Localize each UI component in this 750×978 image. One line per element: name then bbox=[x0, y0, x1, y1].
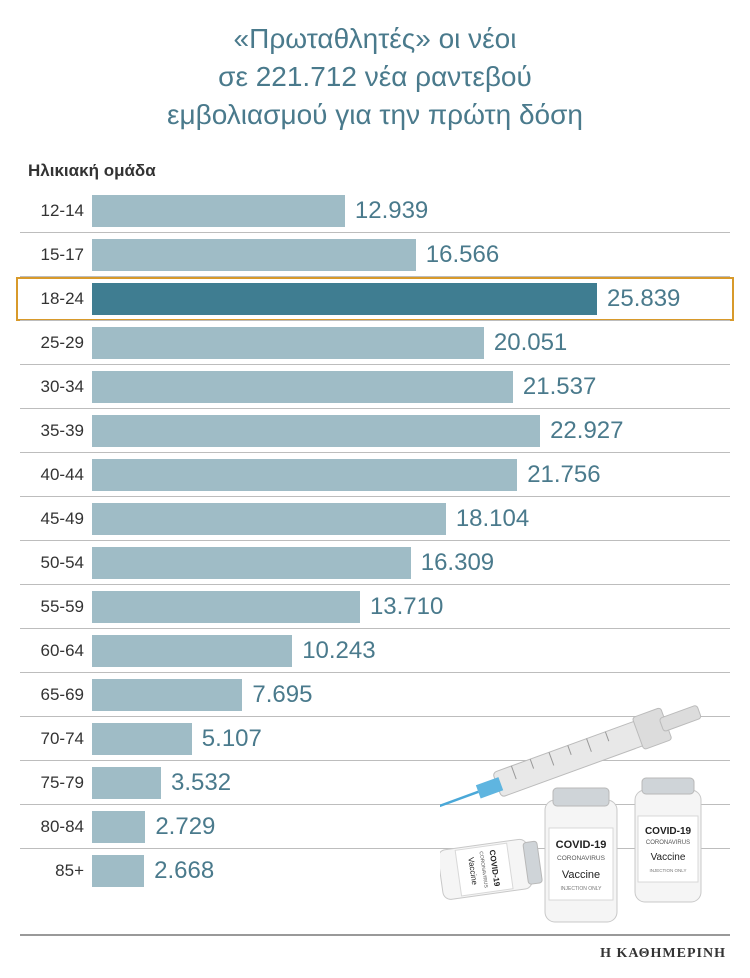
bar bbox=[92, 459, 517, 491]
chart-row: 85+ 2.668 bbox=[20, 849, 730, 893]
bar bbox=[92, 855, 144, 887]
category-label: 65-69 bbox=[20, 685, 92, 705]
category-label: 30-34 bbox=[20, 377, 92, 397]
category-label: 85+ bbox=[20, 861, 92, 881]
chart-row: 12-14 12.939 bbox=[20, 189, 730, 233]
value-label: 25.839 bbox=[607, 285, 680, 313]
bar bbox=[92, 591, 360, 623]
category-label: 18-24 bbox=[20, 289, 92, 309]
value-label: 3.532 bbox=[171, 769, 231, 797]
chart-row: 45-49 18.104 bbox=[20, 497, 730, 541]
bar bbox=[92, 503, 446, 535]
category-label: 40-44 bbox=[20, 465, 92, 485]
infographic-container: «Πρωταθλητές» οι νέοι σε 221.712 νέα ραν… bbox=[0, 0, 750, 978]
bar bbox=[92, 723, 192, 755]
category-label: 50-54 bbox=[20, 553, 92, 573]
chart-row: 55-59 13.710 bbox=[20, 585, 730, 629]
value-label: 2.729 bbox=[155, 813, 215, 841]
category-label: 25-29 bbox=[20, 333, 92, 353]
bar bbox=[92, 547, 411, 579]
category-label: 12-14 bbox=[20, 201, 92, 221]
bar bbox=[92, 767, 161, 799]
category-label: 55-59 bbox=[20, 597, 92, 617]
title-line-2: σε 221.712 νέα ραντεβού bbox=[218, 61, 532, 92]
value-label: 10.243 bbox=[302, 637, 375, 665]
chart-row: 18-24 25.839 bbox=[20, 277, 730, 321]
chart-row: 75-79 3.532 bbox=[20, 761, 730, 805]
chart-row: 70-74 5.107 bbox=[20, 717, 730, 761]
bar-wrap: 10.243 bbox=[92, 629, 730, 673]
bar-wrap: 2.729 bbox=[92, 805, 730, 849]
category-label: 45-49 bbox=[20, 509, 92, 529]
bar-wrap: 13.710 bbox=[92, 585, 730, 629]
category-label: 60-64 bbox=[20, 641, 92, 661]
bar-wrap: 25.839 bbox=[92, 277, 730, 321]
chart-row: 80-84 2.729 bbox=[20, 805, 730, 849]
category-label: 70-74 bbox=[20, 729, 92, 749]
bar-wrap: 16.566 bbox=[92, 233, 730, 277]
bar bbox=[92, 371, 513, 403]
bar bbox=[92, 635, 292, 667]
bar bbox=[92, 811, 145, 843]
value-label: 21.756 bbox=[527, 461, 600, 489]
bar-wrap: 21.756 bbox=[92, 453, 730, 497]
value-label: 18.104 bbox=[456, 505, 529, 533]
value-label: 2.668 bbox=[154, 857, 214, 885]
bar bbox=[92, 679, 242, 711]
chart-row: 40-44 21.756 bbox=[20, 453, 730, 497]
bar bbox=[92, 415, 540, 447]
chart-title: «Πρωταθλητές» οι νέοι σε 221.712 νέα ραν… bbox=[20, 20, 730, 133]
value-label: 7.695 bbox=[252, 681, 312, 709]
chart-row: 50-54 16.309 bbox=[20, 541, 730, 585]
bar bbox=[92, 327, 484, 359]
y-axis-label: Ηλικιακή ομάδα bbox=[28, 161, 730, 181]
chart-row: 35-39 22.927 bbox=[20, 409, 730, 453]
source-credit: Η ΚΑΘΗΜΕΡΙΝΗ bbox=[600, 946, 726, 962]
chart-row: 25-29 20.051 bbox=[20, 321, 730, 365]
value-label: 20.051 bbox=[494, 329, 567, 357]
category-label: 15-17 bbox=[20, 245, 92, 265]
bar bbox=[92, 283, 597, 315]
category-label: 80-84 bbox=[20, 817, 92, 837]
category-label: 35-39 bbox=[20, 421, 92, 441]
value-label: 12.939 bbox=[355, 197, 428, 225]
bar-wrap: 21.537 bbox=[92, 365, 730, 409]
value-label: 16.309 bbox=[421, 549, 494, 577]
title-line-3: εμβολιασμού για την πρώτη δόση bbox=[167, 99, 583, 130]
footer-divider bbox=[20, 934, 730, 936]
bar-wrap: 3.532 bbox=[92, 761, 730, 805]
bar-wrap: 22.927 bbox=[92, 409, 730, 453]
value-label: 16.566 bbox=[426, 241, 499, 269]
bar bbox=[92, 239, 416, 271]
bar-wrap: 12.939 bbox=[92, 189, 730, 233]
chart-row: 15-17 16.566 bbox=[20, 233, 730, 277]
bar-wrap: 16.309 bbox=[92, 541, 730, 585]
chart-row: 30-34 21.537 bbox=[20, 365, 730, 409]
value-label: 21.537 bbox=[523, 373, 596, 401]
value-label: 5.107 bbox=[202, 725, 262, 753]
chart-row: 60-64 10.243 bbox=[20, 629, 730, 673]
bar-wrap: 20.051 bbox=[92, 321, 730, 365]
chart-row: 65-69 7.695 bbox=[20, 673, 730, 717]
bar-wrap: 2.668 bbox=[92, 849, 730, 893]
title-line-1: «Πρωταθλητές» οι νέοι bbox=[234, 23, 517, 54]
bar-wrap: 5.107 bbox=[92, 717, 730, 761]
category-label: 75-79 bbox=[20, 773, 92, 793]
bar-chart: 12-14 12.939 15-17 16.566 18-24 25.839 25-29 20… bbox=[20, 189, 730, 893]
bar bbox=[92, 195, 345, 227]
value-label: 22.927 bbox=[550, 417, 623, 445]
bar-wrap: 7.695 bbox=[92, 673, 730, 717]
bar-wrap: 18.104 bbox=[92, 497, 730, 541]
value-label: 13.710 bbox=[370, 593, 443, 621]
